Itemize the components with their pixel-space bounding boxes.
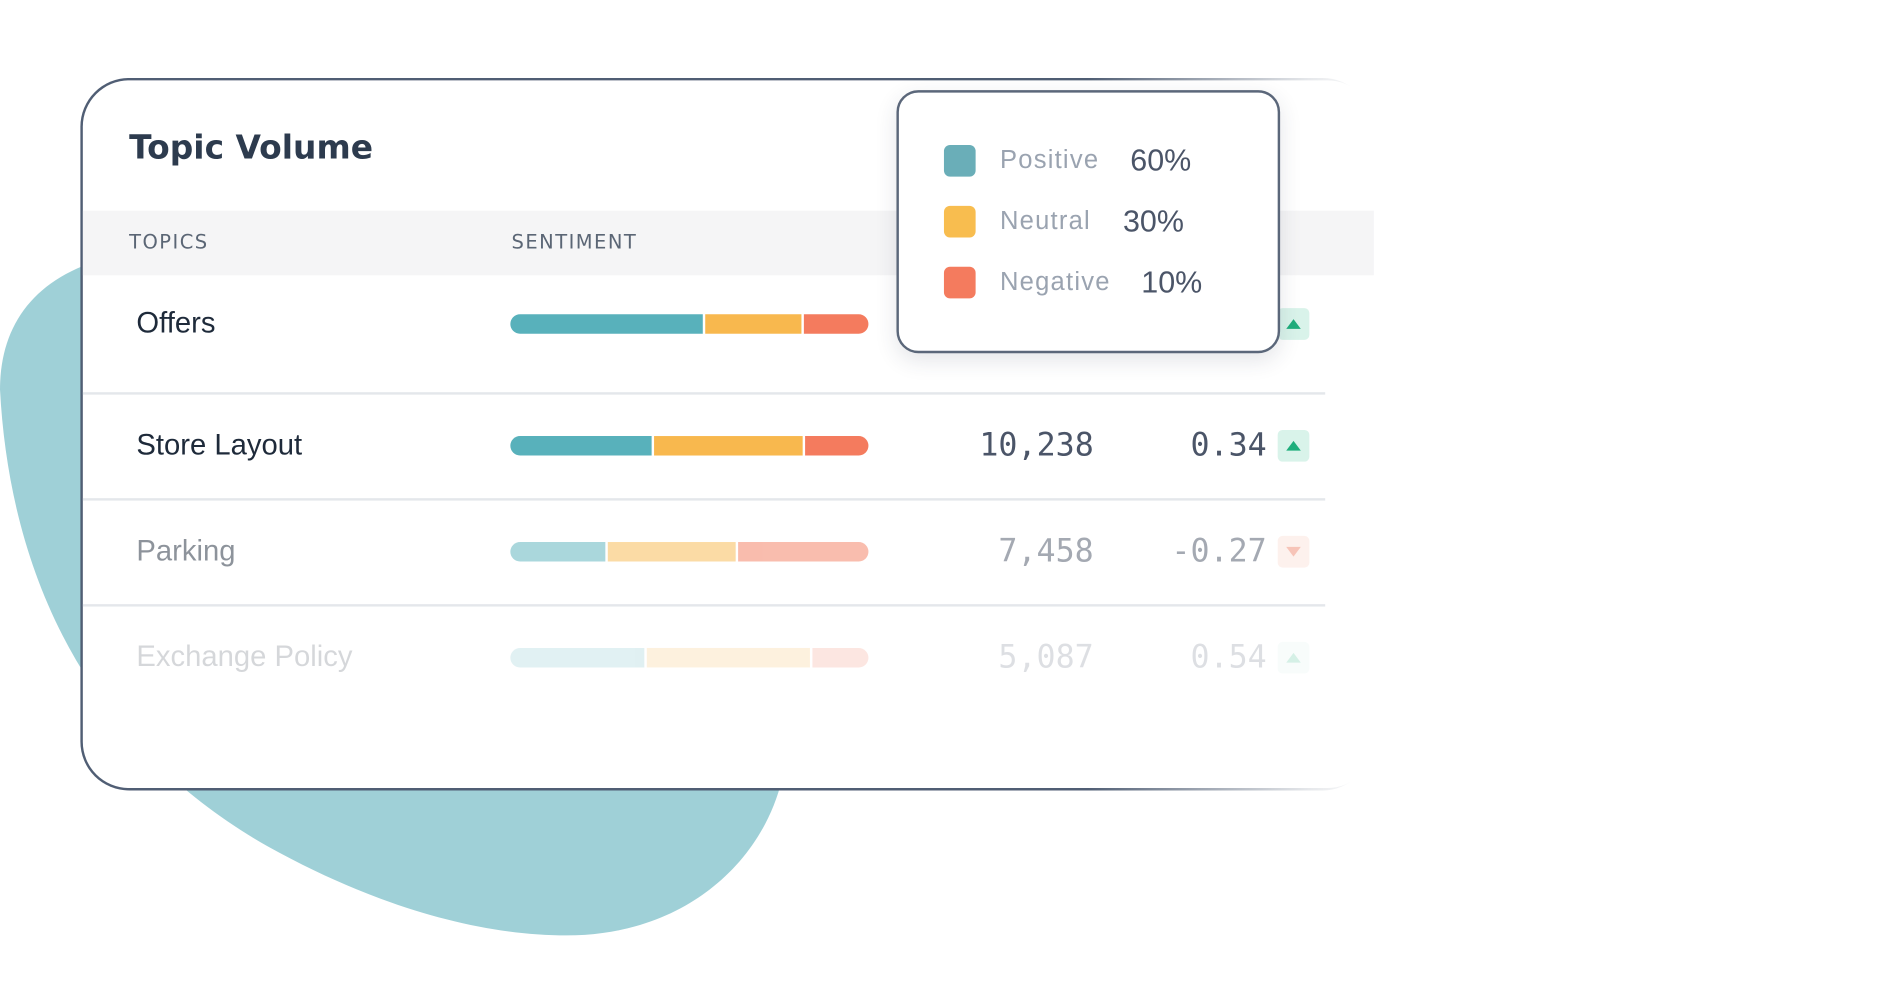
score: 0.34	[1190, 427, 1267, 465]
table-row: Offers	[83, 300, 1374, 349]
trend-up-icon	[1286, 440, 1301, 451]
volume: 10,238	[979, 427, 1094, 465]
tooltip: Positive 60% Neutral 30% Negative 10%	[896, 90, 1281, 354]
row-separator	[82, 604, 1326, 607]
sentiment-segment	[510, 542, 606, 562]
sentiment-segment	[608, 542, 736, 562]
score: -0.27	[1171, 533, 1267, 571]
legend-value: 60%	[1130, 143, 1192, 178]
table-row: Store Layout 10,238 0.34	[83, 421, 1374, 470]
row-separator	[82, 392, 1326, 395]
card-title: Topic Volume	[129, 129, 374, 167]
trend-badge	[1277, 308, 1310, 340]
row-separator	[82, 498, 1326, 501]
legend-value: 30%	[1122, 204, 1184, 239]
trend-down-icon	[1286, 546, 1301, 557]
column-header: SENTIMENT	[511, 230, 638, 254]
trend-badge	[1277, 429, 1310, 462]
sentiment-bar	[510, 436, 869, 456]
trend-up-icon	[1286, 652, 1301, 663]
legend-value: 10%	[1141, 265, 1203, 300]
sentiment-segment	[510, 436, 652, 456]
legend-swatch	[943, 205, 976, 238]
sentiment-segment	[510, 647, 645, 668]
topic-name: Exchange Policy	[136, 640, 353, 674]
sentiment-segment	[737, 542, 869, 562]
column-header: TOPICS	[129, 230, 209, 254]
legend-swatch	[943, 266, 976, 299]
volume: 7,458	[998, 533, 1094, 571]
trend-up-icon	[1286, 319, 1301, 329]
topic-name: Store Layout	[136, 428, 303, 462]
sentiment-bar	[510, 647, 869, 668]
sentiment-segment	[654, 436, 803, 456]
sentiment-segment	[804, 436, 869, 456]
topic-name: Offers	[136, 306, 216, 340]
legend-label: Negative	[999, 267, 1111, 296]
sentiment-bar	[510, 314, 869, 334]
sentiment-bar	[510, 542, 869, 562]
legend-label: Positive	[999, 146, 1100, 175]
trend-badge	[1277, 535, 1310, 568]
sentiment-segment	[646, 647, 810, 668]
trend-badge	[1277, 641, 1310, 674]
sentiment-segment	[510, 314, 703, 334]
sentiment-segment	[705, 314, 802, 334]
score: 0.54	[1190, 639, 1267, 676]
table-row: Parking 7,458 -0.27	[83, 527, 1374, 576]
table-row: Exchange Policy 5,087 0.54	[83, 633, 1374, 682]
legend-swatch	[943, 144, 976, 177]
sentiment-segment	[804, 314, 869, 334]
legend-label: Neutral	[999, 207, 1091, 236]
volume: 5,087	[998, 639, 1094, 676]
sentiment-segment	[811, 647, 869, 668]
topic-name: Parking	[136, 534, 236, 568]
